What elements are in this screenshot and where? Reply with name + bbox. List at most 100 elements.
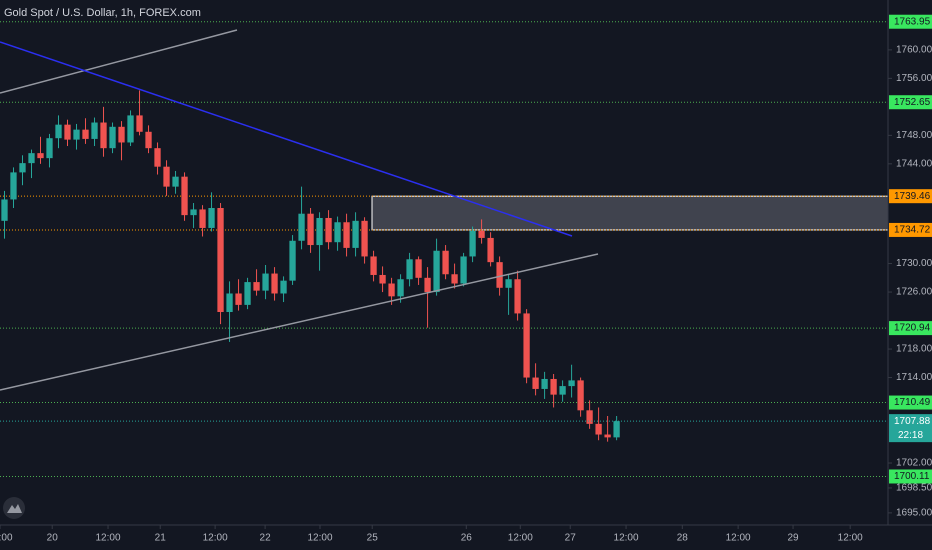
candle-body <box>442 250 449 275</box>
candle-body <box>451 274 458 284</box>
level-label: 1763.95 <box>894 16 931 27</box>
x-tick-label: 12:00 <box>838 533 863 544</box>
candle-body <box>73 129 80 140</box>
level-label-bg <box>889 395 932 410</box>
candle-body <box>1 199 8 221</box>
candle-body <box>244 282 251 305</box>
x-tick-label: 12:00 <box>96 533 121 544</box>
candle-body <box>523 313 530 378</box>
x-tick-label: 25 <box>367 533 379 544</box>
y-tick-label: 1726.00 <box>896 287 932 298</box>
level-label: 1739.46 <box>894 191 931 202</box>
logo[interactable] <box>3 497 25 519</box>
candle-body <box>253 282 260 291</box>
candle-body <box>559 386 566 395</box>
trend-line <box>0 41 573 237</box>
candle-body <box>298 213 305 241</box>
candle-body <box>109 126 116 149</box>
x-tick-label: 27 <box>565 533 577 544</box>
y-tick-label: 1730.00 <box>896 258 932 269</box>
candle-body <box>127 115 134 143</box>
last-price-label: 1707.88 <box>894 416 931 427</box>
level-label-bg <box>889 189 932 204</box>
candle-body <box>289 240 296 281</box>
candle-body <box>91 122 98 139</box>
y-tick-label: 1756.00 <box>896 73 932 84</box>
x-tick-label: 12:00 <box>614 533 639 544</box>
x-tick-label: 22 <box>260 533 272 544</box>
candle-body <box>595 423 602 435</box>
candle-body <box>415 259 422 278</box>
candle-body <box>136 115 143 132</box>
candle-body <box>100 122 107 149</box>
candle-body <box>10 172 17 200</box>
candle-body <box>568 380 575 387</box>
chart-title: Gold Spot / U.S. Dollar, 1h, FOREX.com <box>4 7 201 19</box>
candle-body <box>469 230 476 257</box>
y-tick-label: 1714.00 <box>896 372 932 383</box>
candle-body <box>397 279 404 297</box>
plot-area <box>0 21 889 477</box>
candle-body <box>424 277 431 293</box>
level-label-bg <box>889 14 932 29</box>
candle-body <box>280 280 287 294</box>
candle-body <box>154 148 161 167</box>
x-tick-label: 26 <box>461 533 473 544</box>
y-tick-label: 1718.00 <box>896 344 932 355</box>
x-tick-label: 21 <box>155 533 167 544</box>
y-tick-label: 1748.00 <box>896 130 932 141</box>
x-tick-label: 12:00 <box>307 533 332 544</box>
x-tick-label: 12:00 <box>726 533 751 544</box>
candle-body <box>388 283 395 297</box>
candle-body <box>487 237 494 263</box>
zone <box>371 195 889 231</box>
candle-body <box>379 274 386 284</box>
y-tick-label: 1744.00 <box>896 158 932 169</box>
candle-body <box>577 380 584 411</box>
candle-body <box>64 124 71 140</box>
candle-body <box>343 222 350 248</box>
y-tick-label: 1698.50 <box>896 483 932 494</box>
level-label: 1720.94 <box>894 323 931 334</box>
candle-body <box>361 220 368 257</box>
x-tick-label: 12:00 <box>0 533 13 544</box>
level-label: 1710.49 <box>894 397 931 408</box>
candle-body <box>604 434 611 438</box>
candle-body <box>460 256 467 284</box>
candle-body <box>613 421 620 438</box>
x-tick-label: 12:00 <box>508 533 533 544</box>
logo-icon[interactable] <box>7 504 22 513</box>
level-label: 1734.72 <box>894 225 931 236</box>
y-tick-label: 1695.00 <box>896 508 932 519</box>
candle-body <box>271 273 278 294</box>
candle-body <box>478 230 485 238</box>
candle-body <box>235 293 242 305</box>
candle-body <box>262 273 269 291</box>
candle-body <box>37 153 44 159</box>
candle-body <box>145 131 152 149</box>
candle-body <box>541 378 548 389</box>
candle-body <box>19 163 26 173</box>
countdown: 22:18 <box>898 430 923 441</box>
trend-line <box>0 29 238 94</box>
candle-body <box>406 259 413 280</box>
candle-body <box>433 250 440 293</box>
level-label-bg <box>889 222 932 237</box>
level-label-bg <box>889 321 932 336</box>
candle-body <box>190 209 197 216</box>
candle-body <box>208 208 215 228</box>
candle-body <box>217 208 224 313</box>
candle-body <box>352 220 359 248</box>
y-tick-label: 1702.00 <box>896 458 932 469</box>
candle-body <box>550 378 557 395</box>
candle-body <box>370 256 377 275</box>
last-price-bg <box>889 414 932 443</box>
candle-body <box>163 166 170 187</box>
candle-body <box>181 176 188 216</box>
candle-body <box>28 153 35 164</box>
y-tick-label: 1760.00 <box>896 45 932 56</box>
x-tick-label: 28 <box>677 533 689 544</box>
trend-line <box>0 253 599 391</box>
candle-body <box>46 138 53 159</box>
candle-body <box>325 217 332 243</box>
